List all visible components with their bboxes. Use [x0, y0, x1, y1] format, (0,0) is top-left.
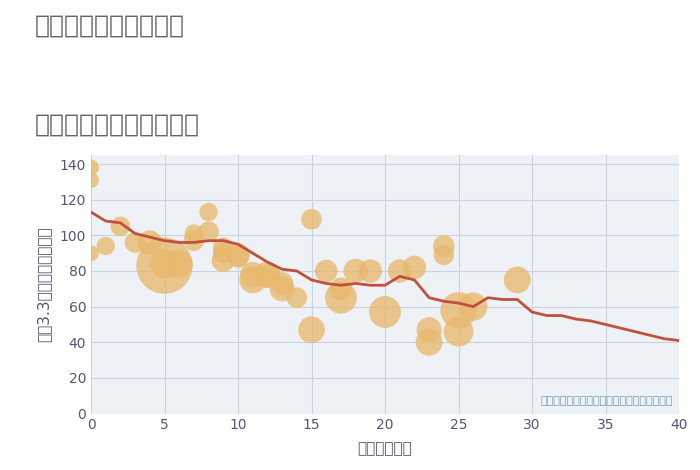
Point	[379, 308, 391, 316]
Point	[188, 230, 199, 237]
Point	[438, 242, 449, 250]
Point	[144, 239, 155, 246]
Point	[306, 216, 317, 223]
Point	[130, 239, 141, 246]
Point	[276, 280, 288, 287]
Point	[262, 271, 273, 278]
Point	[306, 326, 317, 334]
Point	[85, 176, 97, 184]
Point	[232, 251, 244, 258]
Point	[365, 267, 376, 275]
Point	[174, 260, 185, 267]
Point	[85, 164, 97, 172]
Point	[350, 267, 361, 275]
Point	[100, 242, 111, 250]
Text: 円の大きさは、取引のあった物件面積を示す: 円の大きさは、取引のあった物件面積を示す	[540, 396, 673, 406]
Point	[159, 262, 170, 269]
Point	[188, 237, 199, 244]
Point	[85, 250, 97, 257]
Point	[291, 294, 302, 301]
Point	[512, 276, 523, 284]
Point	[424, 326, 435, 334]
Point	[424, 338, 435, 346]
Point	[203, 228, 214, 235]
Point	[438, 251, 449, 258]
Point	[276, 285, 288, 292]
Point	[453, 306, 464, 314]
Point	[247, 276, 258, 284]
Text: 兵庫県西宮市東山台の: 兵庫県西宮市東山台の	[35, 14, 185, 38]
Text: 築年数別中古戸建て価格: 築年数別中古戸建て価格	[35, 113, 200, 137]
Point	[394, 267, 405, 275]
Point	[409, 264, 420, 271]
Point	[218, 257, 229, 264]
Point	[321, 267, 332, 275]
Point	[232, 253, 244, 260]
Point	[218, 244, 229, 251]
X-axis label: 築年数（年）: 築年数（年）	[358, 441, 412, 456]
Point	[247, 271, 258, 278]
Point	[203, 208, 214, 216]
Point	[453, 328, 464, 336]
Point	[335, 285, 346, 292]
Point	[159, 260, 170, 267]
Point	[262, 273, 273, 280]
Point	[115, 223, 126, 230]
Point	[218, 250, 229, 257]
Point	[468, 303, 479, 310]
Point	[335, 294, 346, 301]
Y-axis label: 坪（3.3㎡）単価（万円）: 坪（3.3㎡）単価（万円）	[36, 227, 51, 342]
